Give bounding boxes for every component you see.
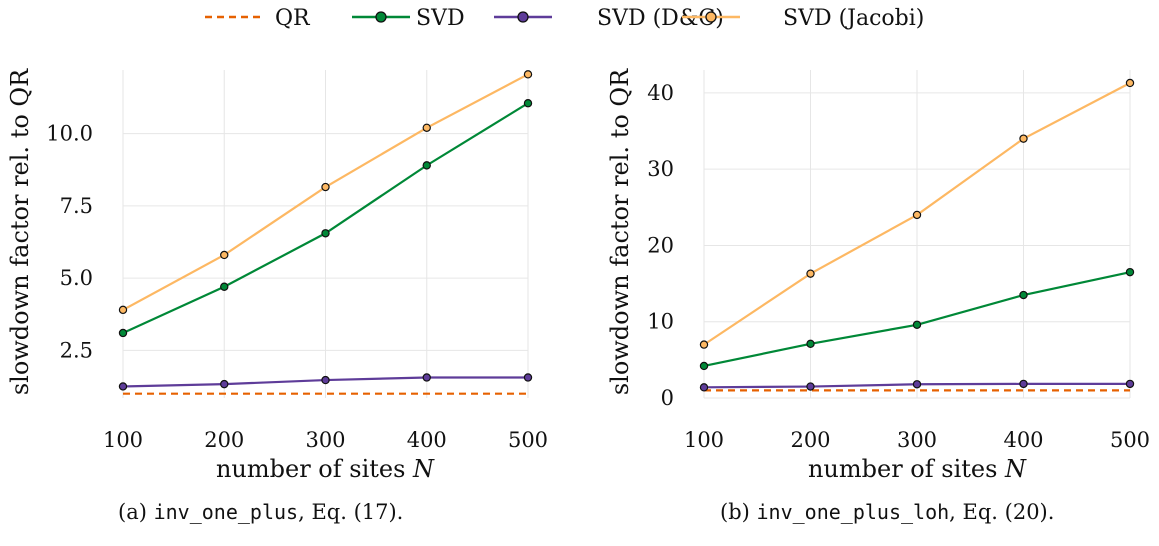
- legend-marker-svd: [375, 11, 387, 23]
- caption-a: (a) inv_one_plus, Eq. (17).: [118, 500, 403, 524]
- legend-item-svd: SVD: [352, 6, 465, 31]
- x-tick-label: 100: [103, 428, 143, 452]
- legend-label-qr: QR: [275, 6, 311, 31]
- y-tick-label: 0: [661, 386, 674, 410]
- y-axis-label: slowdown factor rel. to QR: [6, 68, 34, 395]
- x-tick-label: 300: [897, 428, 937, 452]
- point-svd-jacobi: [118, 305, 128, 315]
- caption-a-code: inv_one_plus: [153, 500, 299, 524]
- x-tick-label: 100: [684, 428, 724, 452]
- caption-a-prefix: (a): [118, 500, 154, 524]
- point-svd: [912, 320, 922, 329]
- x-tick-label: 500: [1110, 428, 1150, 452]
- caption-b-suffix: , Eq. (20).: [949, 500, 1055, 524]
- point-svd-jacobi: [220, 250, 229, 260]
- legend-item-svd-dandc: SVD (D&C): [494, 6, 724, 31]
- point-svd: [806, 339, 815, 349]
- caption-b-prefix: (b): [720, 500, 757, 524]
- point-svd-jacobi: [912, 210, 922, 220]
- y-tick-label: 40: [647, 81, 674, 105]
- x-tick-label: 500: [508, 428, 548, 452]
- x-tick-label: 200: [790, 428, 830, 452]
- x-tick-label: 400: [1003, 428, 1043, 452]
- point-svd: [523, 99, 533, 108]
- point-svd-jacobi: [1019, 134, 1028, 143]
- point-svd-dandc: [912, 380, 922, 389]
- point-svd-dandc: [806, 382, 815, 391]
- point-svd-jacobi: [699, 340, 709, 349]
- point-svd-dandc: [118, 382, 128, 391]
- y-tick-label: 30: [647, 157, 674, 181]
- legend-marker-svd-jacobi: [705, 11, 717, 23]
- y-tick-label: 20: [647, 233, 674, 257]
- y-tick-label: 7.5: [60, 194, 93, 218]
- point-svd: [220, 282, 229, 291]
- x-tick-label: 300: [305, 428, 345, 452]
- point-svd-dandc: [422, 373, 431, 382]
- caption-b: (b) inv_one_plus_loh, Eq. (20).: [720, 500, 1054, 524]
- caption-b-code: inv_one_plus_loh: [756, 500, 950, 524]
- point-svd-jacobi: [422, 123, 431, 132]
- point-svd: [1019, 290, 1028, 300]
- y-tick-label: 10.0: [46, 122, 93, 146]
- point-svd-dandc: [220, 379, 229, 389]
- point-svd-jacobi: [1125, 78, 1135, 88]
- chart-panel-a: 2.5 5.0 7.5 10.0 100 200 300 400 500 number of si…: [6, 68, 548, 483]
- point-svd: [1125, 267, 1135, 277]
- legend-label-svd-jacobi: SVD (Jacobi): [783, 6, 924, 31]
- caption-a-suffix: , Eq. (17).: [298, 500, 404, 524]
- point-svd: [321, 229, 330, 238]
- y-axis-label: slowdown factor rel. to QR: [606, 68, 634, 395]
- legend-label-svd-dandc: SVD (D&C): [597, 6, 724, 31]
- point-svd-dandc: [699, 383, 709, 392]
- legend-marker-svd-dandc: [517, 11, 529, 23]
- point-svd-jacobi: [523, 70, 533, 79]
- point-svd: [118, 328, 128, 338]
- chart-panel-b: 0 10 20 30 40 100 200 300 400 500 number of sites …: [606, 68, 1150, 483]
- x-tick-label: 200: [204, 428, 244, 452]
- point-svd-dandc: [321, 375, 330, 385]
- point-svd-jacobi: [806, 269, 815, 278]
- legend: QR SVD SVD (D&C) SVD (Jacobi): [205, 6, 924, 31]
- legend-item-qr: QR: [205, 6, 311, 31]
- legend-label-svd: SVD: [416, 6, 465, 31]
- y-tick-label: 2.5: [60, 338, 93, 362]
- point-svd-jacobi: [321, 182, 330, 192]
- legend-item-svd-jacobi: SVD (Jacobi): [682, 6, 924, 31]
- point-svd: [422, 161, 431, 170]
- x-axis-label: number of sites N: [808, 455, 1027, 483]
- point-svd-dandc: [1125, 379, 1135, 389]
- x-axis-label: number of sites N: [216, 455, 435, 483]
- point-svd: [699, 361, 709, 371]
- point-svd-dandc: [523, 373, 533, 382]
- point-svd-dandc: [1019, 379, 1028, 389]
- y-tick-label: 5.0: [60, 266, 93, 290]
- y-tick-label: 10: [647, 310, 674, 334]
- x-tick-label: 400: [407, 428, 447, 452]
